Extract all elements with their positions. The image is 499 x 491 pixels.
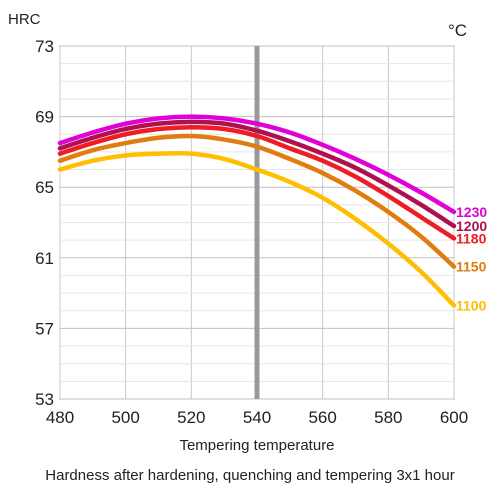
series-unit-label: °C: [448, 21, 467, 40]
series-line-1200: [57, 119, 457, 229]
x-tick-label-540: 540: [243, 408, 271, 427]
x-tick-label-500: 500: [111, 408, 139, 427]
series-label-1230: 1230: [456, 204, 487, 220]
series-line-1230: [57, 114, 457, 215]
x-tick-label-580: 580: [374, 408, 402, 427]
y-tick-label-61: 61: [35, 249, 54, 268]
y-tick-label-73: 73: [35, 37, 54, 56]
y-tick-label-69: 69: [35, 108, 54, 127]
ticks-group: 480 500 520 540 560 580 600 53 57 61 65 69 73: [35, 37, 468, 427]
series-line-1150: [57, 133, 457, 269]
x-axis-label: Tempering temperature: [179, 437, 334, 454]
x-tick-label-560: 560: [308, 408, 336, 427]
series-label-1180: 1180: [456, 230, 487, 246]
series-label-1100: 1100: [456, 297, 487, 313]
x-tick-label-600: 600: [440, 408, 468, 427]
y-axis-label: HRC: [8, 11, 41, 28]
chart-caption: Hardness after hardening, quenching and …: [45, 467, 454, 484]
series-line-1100: [57, 150, 457, 308]
y-tick-label-53: 53: [35, 390, 54, 409]
x-tick-label-520: 520: [177, 408, 205, 427]
y-tick-label-65: 65: [35, 178, 54, 197]
x-tick-label-480: 480: [46, 408, 74, 427]
series-line-1180: [57, 124, 457, 241]
series-group: [57, 114, 457, 308]
series-label-1150: 1150: [456, 259, 487, 275]
series-label-1200: 1200: [456, 218, 487, 234]
y-tick-label-57: 57: [35, 319, 54, 338]
